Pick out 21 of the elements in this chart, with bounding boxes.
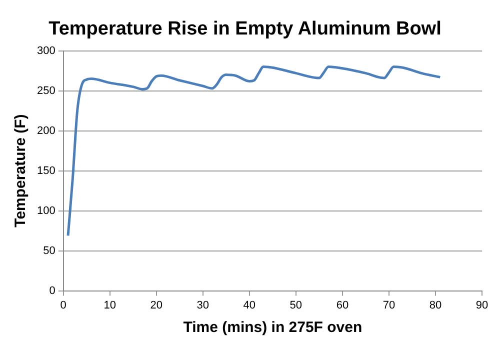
x-tick-label: 50 xyxy=(290,299,302,312)
x-axis-title: Time (mins) in 275F oven xyxy=(183,319,362,336)
x-tick-label: 10 xyxy=(104,299,116,312)
chart-title: Temperature Rise in Empty Aluminum Bowl xyxy=(48,18,442,40)
x-tick-label: 80 xyxy=(429,299,442,312)
y-tick-label: 100 xyxy=(36,204,56,217)
x-tick-label: 60 xyxy=(336,299,349,312)
line-series xyxy=(66,66,442,237)
y-axis-title: Temperature (F) xyxy=(12,114,30,228)
y-tick-label: 250 xyxy=(36,84,56,97)
x-tick-label: 30 xyxy=(196,299,210,312)
x-tick-label: 0 xyxy=(60,299,66,312)
y-tick-label: 200 xyxy=(36,124,56,137)
y-tick-label: 300 xyxy=(36,44,56,57)
y-tick-label: 150 xyxy=(36,164,56,177)
y-tick-label: 50 xyxy=(43,244,56,257)
x-tick-label: 20 xyxy=(150,299,163,312)
x-tick-label: 90 xyxy=(476,299,488,312)
y-tick-label: 0 xyxy=(49,284,56,297)
x-tick-label: 40 xyxy=(243,299,256,312)
x-tick-label: 70 xyxy=(382,299,396,312)
